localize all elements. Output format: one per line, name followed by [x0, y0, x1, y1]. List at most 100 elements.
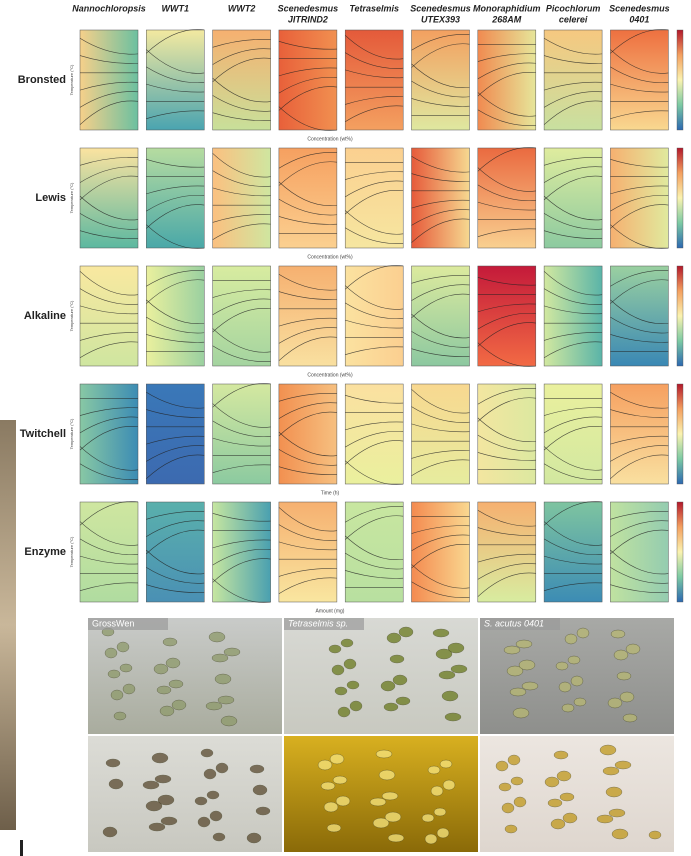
contour-line: [477, 184, 536, 202]
cell: [383, 702, 399, 712]
contour-line: [212, 383, 271, 408]
cell: [375, 749, 393, 759]
contour-line: [212, 308, 271, 333]
contour-line: [345, 394, 404, 404]
cell: [558, 681, 572, 693]
y-axis-label: Temperature (°C): [69, 182, 74, 213]
contour-line: [477, 572, 536, 597]
cell: [107, 669, 121, 679]
contour-panel: [610, 383, 669, 485]
x-axis-label: Time (h): [321, 490, 340, 496]
contour-panel: [278, 147, 338, 249]
contour-line: [79, 195, 139, 221]
label-bg: [284, 618, 364, 630]
cell: [214, 673, 232, 685]
cell: [320, 781, 336, 791]
cell: [337, 706, 351, 718]
contour-line: [79, 55, 139, 64]
contour-line: [212, 345, 271, 362]
cell: [550, 818, 566, 830]
contour-line: [543, 195, 603, 221]
contour-line: [278, 67, 337, 77]
contour-line: [544, 555, 603, 565]
cell: [208, 631, 226, 643]
contour-panel: [79, 265, 139, 367]
contour-line: [544, 407, 603, 416]
cell: [217, 695, 235, 705]
cell: [605, 786, 623, 798]
contour-panel: [278, 265, 338, 367]
contour-line: [212, 153, 271, 178]
cell: [346, 680, 360, 690]
contour-line: [477, 452, 536, 461]
contour-line: [411, 275, 470, 284]
contour-line: [345, 552, 404, 570]
contour-line: [79, 463, 139, 480]
contour-line: [212, 289, 271, 298]
contour-line: [79, 305, 139, 315]
column-header: 268AM: [491, 14, 522, 24]
cell: [432, 628, 450, 638]
cell: [503, 645, 521, 655]
contour-line: [411, 313, 470, 339]
contour-line: [212, 558, 271, 583]
cell: [573, 697, 587, 707]
cell: [625, 643, 641, 655]
y-axis-label: Temperature (°C): [69, 64, 74, 95]
contour-line: [146, 529, 205, 555]
micrograph-label: GrossWen: [92, 618, 134, 628]
contour-line: [543, 91, 603, 108]
cell: [441, 690, 459, 702]
contour-line: [79, 426, 139, 451]
contour-line: [610, 224, 669, 249]
contour-line: [344, 460, 404, 485]
cell: [438, 670, 456, 680]
row-label: Enzyme: [24, 546, 66, 558]
cell: [153, 663, 169, 675]
contour-line: [278, 577, 337, 594]
contour-line: [543, 341, 603, 358]
cell: [387, 833, 405, 843]
cell: [154, 774, 172, 784]
cell: [622, 713, 638, 723]
cell: [116, 641, 130, 653]
contour-line: [543, 501, 603, 526]
contour-line: [411, 423, 470, 433]
contour-line: [610, 409, 669, 418]
column-header: JITRIND2: [288, 14, 328, 24]
cell: [194, 796, 208, 806]
cell: [608, 808, 626, 818]
contour-line: [477, 563, 536, 580]
cell: [498, 782, 512, 792]
x-axis-label: Concentration (wt%): [307, 372, 353, 378]
contour-line: [345, 319, 404, 329]
contour-panel: [543, 265, 603, 367]
contour-line: [146, 584, 205, 593]
contour-line: [212, 437, 271, 447]
cell: [561, 703, 575, 713]
cell: [596, 814, 614, 824]
cell: [378, 769, 396, 781]
contour-line: [146, 520, 205, 537]
contour-line: [345, 96, 404, 105]
cell: [564, 633, 578, 645]
contour-panel: [543, 383, 603, 485]
cell: [436, 827, 450, 839]
cell: [340, 638, 354, 648]
contour-line: [610, 511, 669, 520]
cell: [495, 760, 509, 772]
contour-line: [411, 525, 470, 534]
contour-line: [146, 49, 205, 74]
contour-line: [477, 276, 536, 286]
row-label: Bronsted: [18, 74, 66, 86]
cell: [329, 753, 345, 765]
contour-line: [146, 185, 205, 195]
contour-line: [79, 407, 139, 416]
column-header: celerei: [559, 14, 588, 24]
contour-line: [610, 392, 669, 409]
contour-line: [278, 541, 337, 551]
cell: [332, 775, 348, 785]
contour-line: [212, 328, 271, 353]
contour-line: [411, 43, 470, 68]
contour-line: [344, 190, 404, 215]
